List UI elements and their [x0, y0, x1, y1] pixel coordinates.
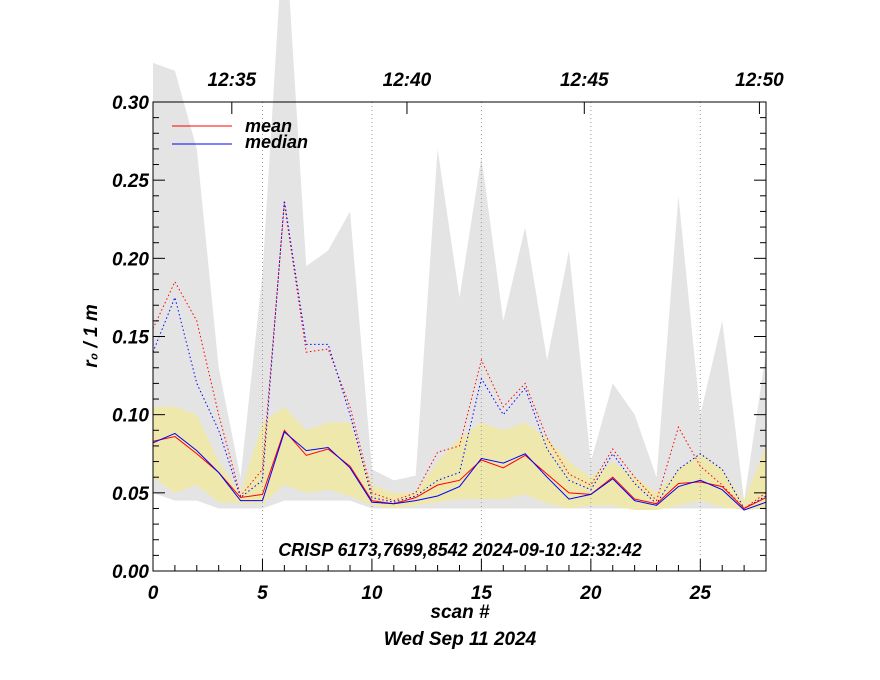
x-tick-label-5: 25 — [689, 583, 712, 604]
y-tick-label-6: 0.30 — [112, 93, 149, 114]
y-tick-label-1: 0.05 — [112, 484, 149, 505]
legend: mean median — [172, 116, 308, 152]
x-tick-label-3: 15 — [471, 583, 493, 604]
gray-range-band — [153, 0, 766, 509]
y-tick-label-0: 0.00 — [112, 562, 149, 583]
series-mean-line — [153, 429, 766, 510]
top-tick-label-1: 12:40 — [383, 70, 432, 91]
bands-layer — [153, 0, 766, 511]
series-median-line — [153, 430, 766, 511]
y-tick-label-3: 0.15 — [112, 328, 149, 349]
chart-annotation: CRISP 6173,7699,8542 2024-09-10 12:32:42 — [278, 540, 642, 560]
y-axis-label: r₀ / 1 m — [81, 304, 102, 368]
x-tick-label-0: 0 — [148, 583, 159, 604]
top-tick-label-2: 12:45 — [560, 70, 609, 91]
legend-mean-label: mean — [245, 116, 292, 136]
x-tick-label-4: 20 — [579, 583, 602, 604]
y-tick-label-4: 0.20 — [112, 249, 149, 270]
yellow-range-band — [153, 406, 766, 511]
series-layer — [153, 200, 766, 511]
y-tick-label-2: 0.10 — [112, 406, 149, 427]
tick-labels-layer: 0 5 10 15 20 25 0.00 0.05 0.10 0.15 0.20 0.25 0.30 12… — [112, 70, 784, 604]
series-mean-dotted-line — [153, 203, 766, 510]
series-median-dotted-line — [153, 200, 766, 510]
date-label: Wed Sep 11 2024 — [384, 629, 537, 650]
legend-median-label: median — [245, 132, 308, 152]
x-tick-label-2: 10 — [361, 583, 383, 604]
y-tick-label-5: 0.25 — [112, 171, 149, 192]
ticks-layer — [152, 101, 767, 572]
top-tick-label-3: 12:50 — [735, 70, 784, 91]
top-tick-label-0: 12:35 — [208, 70, 257, 91]
x-tick-label-1: 5 — [257, 583, 268, 604]
x-axis-label: scan # — [430, 602, 490, 623]
